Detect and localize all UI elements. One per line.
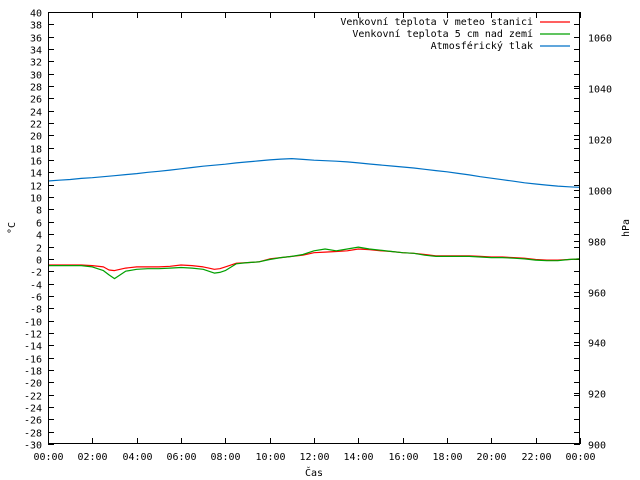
y-left-tick-label: -20 bbox=[24, 379, 42, 390]
x-tick-label: 04:00 bbox=[122, 452, 152, 463]
x-tick-label: 12:00 bbox=[299, 452, 329, 463]
x-tick-label: 10:00 bbox=[255, 452, 285, 463]
x-tick-label: 00:00 bbox=[33, 452, 63, 463]
y-left-tick-label: 2 bbox=[36, 244, 42, 255]
y-right-tick-label: 1040 bbox=[588, 85, 612, 96]
legend: Venkovní teplota v meteo staniciVenkovní… bbox=[340, 16, 570, 52]
y-left-tick-label: 36 bbox=[30, 34, 42, 45]
y-left-tick-label: 6 bbox=[36, 219, 42, 230]
x-tick-label: 16:00 bbox=[388, 452, 418, 463]
series-line-1 bbox=[48, 246, 581, 280]
x-tick-label: 22:00 bbox=[521, 452, 551, 463]
y-left-tick-label: -4 bbox=[30, 281, 42, 292]
y-left-tick-label: 8 bbox=[36, 206, 42, 217]
x-axis: 00:00 02:00 04:00 06:00 08:00 10:00 12:00 14:00… bbox=[33, 12, 596, 463]
y-left-tick-label: 18 bbox=[30, 145, 42, 156]
y-right-tick-label: 1060 bbox=[588, 34, 612, 45]
y-left-tick-label: -12 bbox=[24, 330, 42, 341]
y-left-tick-label: 40 bbox=[30, 9, 42, 20]
y-left-tick-label: -26 bbox=[24, 416, 42, 427]
y-left-tick-label: 0 bbox=[36, 256, 42, 267]
y-right-tick-label: 960 bbox=[588, 289, 606, 300]
y-left-tick-label: 4 bbox=[36, 231, 42, 242]
y-right-tick-label: 1020 bbox=[588, 136, 612, 147]
x-tick-label: 18:00 bbox=[432, 452, 462, 463]
series-line-2 bbox=[47, 158, 581, 188]
legend-label-1: Venkovní teplota 5 cm nad zemí bbox=[352, 28, 533, 40]
y-left-tick-label: -14 bbox=[24, 342, 42, 353]
y-left-tick-label: -6 bbox=[30, 293, 42, 304]
y-left-tick-label: -28 bbox=[24, 429, 42, 440]
x-tick-label: 08:00 bbox=[210, 452, 240, 463]
y-left-tick-label: -22 bbox=[24, 392, 42, 403]
y-right-tick-label: 980 bbox=[588, 238, 606, 249]
x-tick-label: 00:00 bbox=[565, 452, 595, 463]
x-tick-label: 20:00 bbox=[476, 452, 506, 463]
y-left-tick-label: 16 bbox=[30, 157, 42, 168]
y-left-tick-label: 10 bbox=[30, 194, 42, 205]
y-right-tick-label: 940 bbox=[588, 339, 606, 350]
x-tick-label: 14:00 bbox=[343, 452, 373, 463]
y-right-axis-label: hPa bbox=[621, 219, 632, 237]
y-left-tick-label: 30 bbox=[30, 71, 42, 82]
y-left-tick-label: 24 bbox=[30, 108, 42, 119]
y-left-tick-label: -8 bbox=[30, 305, 42, 316]
y-left-tick-label: -24 bbox=[24, 404, 42, 415]
y-right-axis: 1060 1040 1020 1000 980 960 940 920 900 bbox=[574, 34, 612, 452]
y-left-tick-label: 38 bbox=[30, 21, 42, 32]
y-left-tick-label: -10 bbox=[24, 318, 42, 329]
y-left-axis-label: °C bbox=[7, 222, 18, 234]
y-left-tick-label: -2 bbox=[30, 268, 42, 279]
y-left-tick-label: 28 bbox=[30, 83, 42, 94]
y-right-tick-label: 1000 bbox=[588, 187, 612, 198]
x-axis-label: Čas bbox=[305, 466, 323, 479]
y-left-tick-label: 20 bbox=[30, 132, 42, 143]
y-left-tick-label: 34 bbox=[30, 46, 42, 57]
y-left-tick-label: 22 bbox=[30, 120, 42, 131]
plot-frame bbox=[48, 12, 580, 444]
x-tick-label: 02:00 bbox=[77, 452, 107, 463]
y-left-tick-label: -18 bbox=[24, 367, 42, 378]
x-tick-label: 06:00 bbox=[166, 452, 196, 463]
y-left-tick-label: -30 bbox=[24, 441, 42, 452]
series-layer bbox=[47, 158, 581, 280]
y-left-tick-label: 32 bbox=[30, 58, 42, 69]
y-left-tick-label: -16 bbox=[24, 355, 42, 366]
y-left-tick-label: 12 bbox=[30, 182, 42, 193]
legend-label-2: Atmosférický tlak bbox=[431, 40, 533, 52]
y-right-tick-label: 920 bbox=[588, 390, 606, 401]
y-left-tick-label: 26 bbox=[30, 95, 42, 106]
y-left-tick-label: 14 bbox=[30, 169, 42, 180]
legend-label-0: Venkovní teplota v meteo stanici bbox=[340, 16, 533, 28]
y-right-tick-label: 900 bbox=[588, 441, 606, 452]
